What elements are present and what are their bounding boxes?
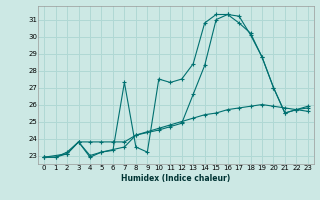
- X-axis label: Humidex (Indice chaleur): Humidex (Indice chaleur): [121, 174, 231, 183]
